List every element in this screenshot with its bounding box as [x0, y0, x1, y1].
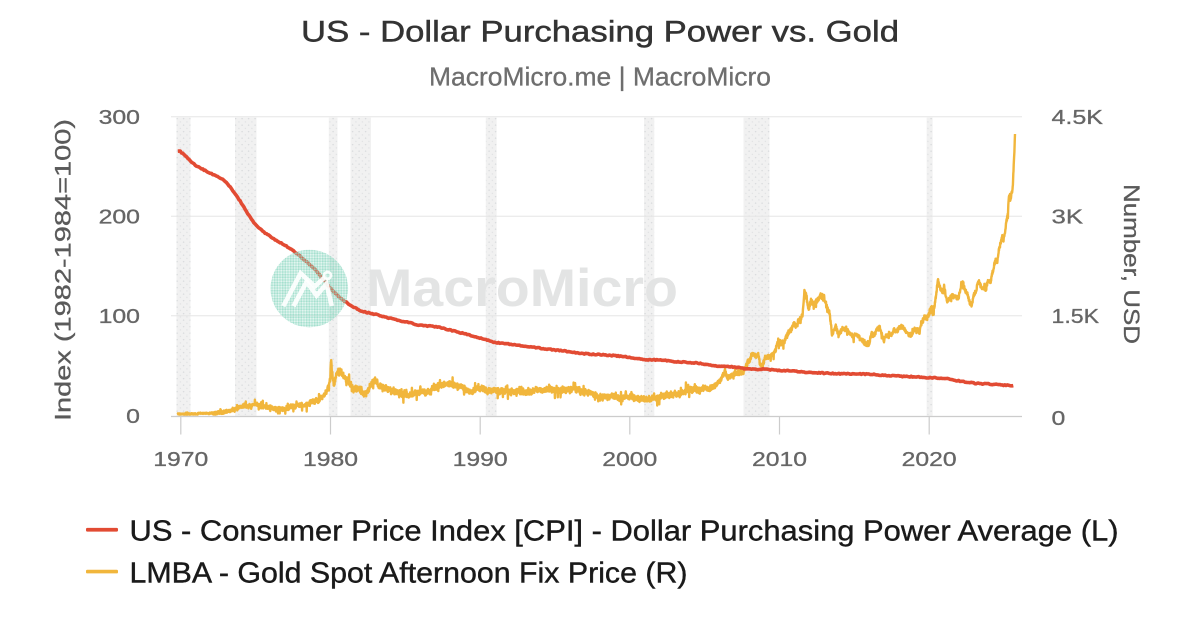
svg-text:1980: 1980: [303, 449, 358, 471]
svg-text:Number, USD: Number, USD: [1119, 184, 1144, 344]
svg-text:MacroMicro: MacroMicro: [366, 259, 678, 318]
svg-text:100: 100: [99, 306, 140, 328]
svg-text:4.5K: 4.5K: [1052, 107, 1104, 129]
svg-text:1990: 1990: [453, 449, 508, 471]
svg-text:MacroMicro.me | MacroMicro: MacroMicro.me | MacroMicro: [429, 62, 771, 92]
svg-text:200: 200: [99, 206, 140, 228]
svg-text:2010: 2010: [752, 449, 807, 471]
svg-text:300: 300: [99, 107, 140, 129]
svg-text:0: 0: [126, 406, 140, 428]
svg-text:US - Dollar Purchasing Power v: US - Dollar Purchasing Power vs. Gold: [301, 16, 899, 49]
svg-text:2000: 2000: [602, 449, 657, 471]
svg-text:3K: 3K: [1052, 206, 1084, 228]
svg-text:0: 0: [1052, 408, 1066, 430]
svg-text:1.5K: 1.5K: [1052, 306, 1100, 328]
svg-text:US - Consumer Price Index [CPI: US - Consumer Price Index [CPI] - Dollar…: [130, 516, 1119, 548]
svg-text:1970: 1970: [153, 449, 208, 471]
svg-text:Index (1982-1984=100): Index (1982-1984=100): [51, 119, 76, 421]
svg-text:2020: 2020: [902, 449, 957, 471]
svg-text:LMBA - Gold Spot Afternoon Fix: LMBA - Gold Spot Afternoon Fix Price (R): [130, 557, 688, 589]
